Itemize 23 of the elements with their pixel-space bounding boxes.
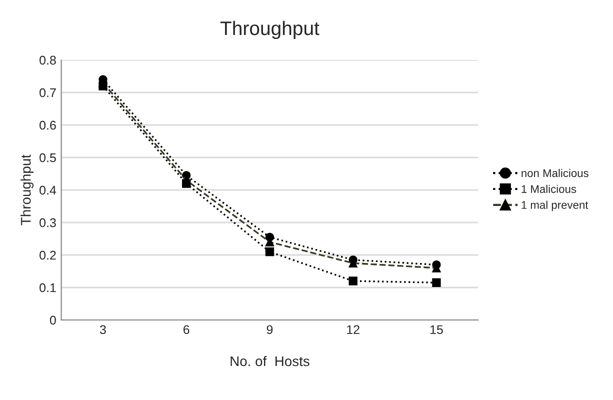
point xyxy=(348,276,358,286)
x-tick-label: 3 xyxy=(100,325,106,334)
x-tick-label: 9 xyxy=(266,325,273,334)
x-axis-title: No. of Hosts xyxy=(230,356,310,366)
point xyxy=(432,278,441,287)
y-axis-title: Throughput xyxy=(20,154,34,226)
legend-label: 1 mal prevent xyxy=(522,200,588,212)
point xyxy=(265,247,274,256)
legend-label: non Malicious xyxy=(522,168,588,178)
y-tick-label: 0.6 xyxy=(40,120,56,130)
x-tick-label: 6 xyxy=(184,325,190,334)
x-tick-label: 12 xyxy=(347,325,360,334)
y-tick-label: 0.3 xyxy=(40,218,56,228)
y-tick-label: 0.7 xyxy=(40,88,56,98)
y-tick-label: 0.2 xyxy=(40,250,56,260)
y-tick-label: 0.8 xyxy=(40,56,56,65)
text: 0 xyxy=(50,316,56,325)
y-tick-label: 0.5 xyxy=(40,153,56,162)
y-tick-label: 0.4 xyxy=(40,186,56,195)
legend-label: 1 Malicious xyxy=(522,184,576,193)
chart-title: Throughput xyxy=(220,20,320,40)
x-tick-label: 15 xyxy=(430,325,443,334)
y-tick-label: 0.1 xyxy=(40,283,56,292)
